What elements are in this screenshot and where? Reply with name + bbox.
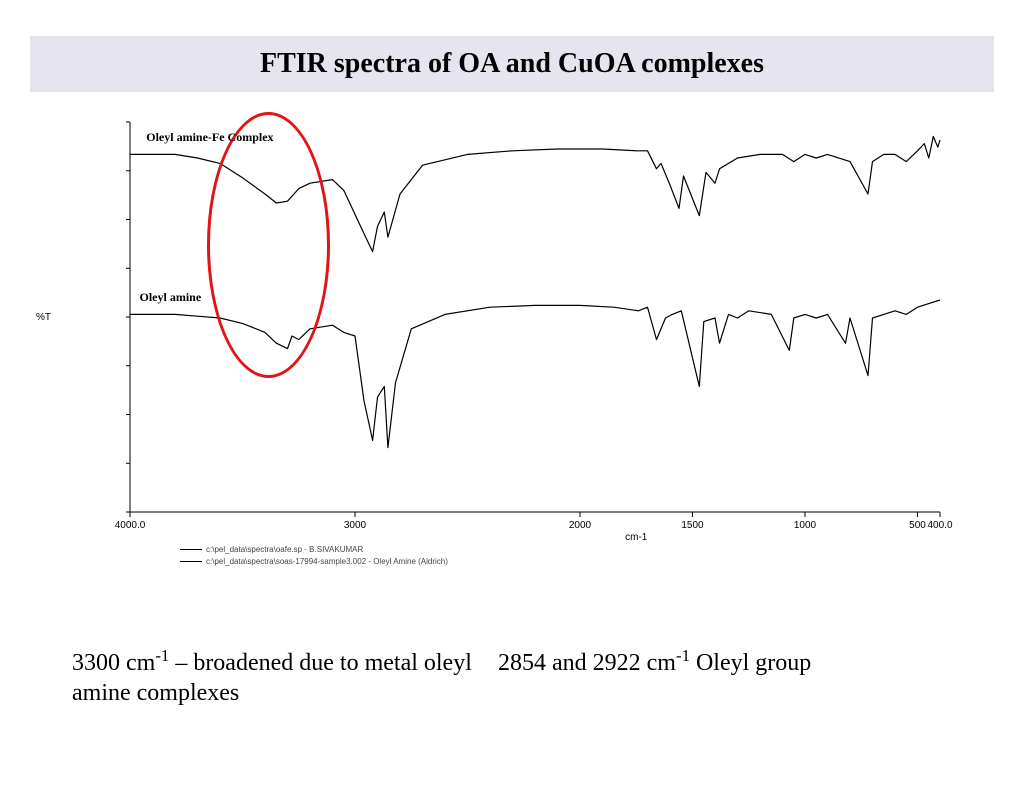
caption-left: 3300 cm-1 – broadened due to metal oleyl… xyxy=(72,646,492,708)
svg-text:1000: 1000 xyxy=(794,520,817,531)
page-title: FTIR spectra of OA and CuOA complexes xyxy=(30,36,994,92)
svg-text:cm-1: cm-1 xyxy=(625,532,648,543)
legend-item: c:\pel_data\spectra\soas-17994-sample3.0… xyxy=(180,556,448,568)
legend-item: c:\pel_data\spectra\oafe.sp - B.SIVAKUMA… xyxy=(180,544,448,556)
caption-right: 2854 and 2922 cm-1 Oleyl group xyxy=(498,646,918,678)
chart-canvas: 4000.0 3000 2000 1500 1000 500400.0 cm-1 xyxy=(60,112,960,572)
svg-text:400.0: 400.0 xyxy=(927,520,952,531)
y-axis-label: %T xyxy=(36,312,51,323)
svg-text:2000: 2000 xyxy=(569,520,592,531)
ftir-chart: 4000.03000200015001000500400.0cm-1 %T c:… xyxy=(60,112,960,562)
svg-text:1500: 1500 xyxy=(681,520,704,531)
chart-legend: c:\pel_data\spectra\oafe.sp - B.SIVAKUMA… xyxy=(180,544,448,568)
caption-block: 3300 cm-1 – broadened due to metal oleyl… xyxy=(72,646,952,708)
svg-text:500: 500 xyxy=(909,520,926,531)
svg-text:3000: 3000 xyxy=(344,520,367,531)
series-label: Oleyl amine xyxy=(140,290,202,305)
svg-text:4000.0: 4000.0 xyxy=(115,520,146,531)
series-label: Oleyl amine-Fe Complex xyxy=(146,130,273,145)
